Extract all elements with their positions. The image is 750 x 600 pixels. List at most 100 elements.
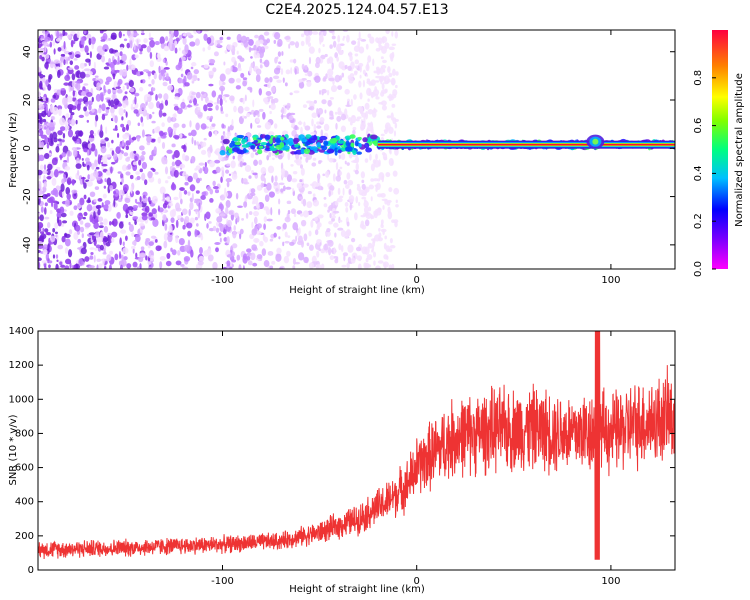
spectrogram-cell	[147, 171, 153, 179]
spectrogram-cell	[140, 44, 147, 49]
spectrogram-cell	[45, 63, 49, 70]
spectrogram-cell	[340, 245, 344, 253]
spectrogram-cell	[95, 244, 101, 249]
spectrogram-cell	[681, 143, 688, 148]
spectrogram-cell	[388, 46, 395, 51]
spectrogram-cell	[233, 225, 236, 232]
spectrogram-cell	[49, 210, 53, 215]
spectrogram-y-tick-label: -40	[22, 237, 33, 253]
spectrogram-cell	[104, 266, 107, 269]
spectrogram-cell	[45, 252, 50, 262]
spectrogram-cell	[260, 142, 268, 146]
spectrogram-cell	[82, 96, 89, 103]
spectrogram-cell	[246, 112, 251, 118]
spectrogram-cell	[161, 156, 168, 165]
spectrogram-x-axis-label: Height of straight line (km)	[289, 285, 425, 296]
spectrogram-cell	[190, 249, 194, 258]
spectrogram-cell	[57, 138, 62, 142]
spectrogram-cell	[158, 73, 163, 81]
spectrogram-cell	[75, 163, 82, 169]
spectrogram-y-tick-label: -20	[22, 188, 33, 204]
spectrogram-cell	[331, 62, 334, 70]
spectrogram-cell	[123, 256, 128, 261]
spectrogram-cell	[337, 43, 341, 51]
spectrogram-cell	[276, 79, 282, 83]
spectrogram-cell	[300, 33, 305, 38]
spectrogram-cell	[113, 198, 116, 208]
spectrogram-cell	[42, 118, 47, 123]
spectrogram-cell	[165, 260, 172, 267]
spectrogram-cell	[38, 140, 42, 148]
spectrogram-cell	[167, 205, 170, 209]
spectrogram-cell	[225, 206, 229, 215]
spectrogram-cell	[184, 181, 189, 186]
spectrogram-cell	[139, 145, 145, 151]
spectrogram-cell	[153, 72, 157, 80]
spectrogram-cell	[122, 184, 129, 192]
spectrogram-cell	[101, 55, 106, 63]
spectrogram-cell	[679, 143, 682, 148]
spectrogram-cell	[126, 42, 131, 49]
spectrogram-cell	[282, 241, 285, 247]
spectrogram-cell	[363, 200, 369, 208]
spectrogram-cell	[323, 243, 329, 251]
spectrogram-cell	[242, 265, 245, 269]
spectrogram-cell	[290, 208, 296, 215]
spectrogram-cell	[118, 250, 121, 260]
spectrogram-cell	[373, 178, 379, 182]
spectrogram-cell	[299, 164, 304, 169]
spectrogram-cell	[234, 141, 242, 146]
spectrogram-cell	[280, 137, 285, 141]
spectrogram-cell	[386, 201, 391, 206]
spectrogram-cell	[39, 231, 45, 234]
spectrogram-cell	[238, 116, 244, 125]
spectrogram-cell	[70, 39, 74, 48]
spectrogram-cell	[271, 175, 274, 183]
spectrogram-cell	[380, 64, 387, 69]
spectrogram-cell	[91, 96, 94, 103]
spectrogram-cell	[162, 74, 166, 82]
spectrogram-cell	[151, 208, 157, 215]
spectrogram-cell	[236, 254, 241, 261]
spectrogram-cell	[81, 233, 84, 239]
spectrogram-cell	[337, 34, 341, 43]
spectrogram-cell	[39, 214, 44, 222]
spectrogram-cell	[299, 179, 303, 183]
spectrogram-cell	[347, 256, 352, 264]
spectrogram-cell	[286, 102, 290, 111]
spectrogram-cell	[139, 168, 143, 173]
spectrogram-cell	[70, 114, 73, 120]
spectrogram-cell	[101, 114, 106, 121]
spectrogram-cell	[50, 98, 56, 103]
spectrogram-cell	[368, 184, 375, 190]
spectrogram-cell	[235, 78, 242, 83]
spectrogram-cell	[189, 41, 196, 47]
spectrogram-cell	[337, 227, 344, 231]
spectrogram-cell	[175, 64, 182, 71]
spectrogram-cell	[186, 104, 193, 108]
spectrogram-cell	[312, 193, 316, 198]
spectrogram-cell	[63, 82, 69, 86]
spectrogram-cell	[337, 149, 342, 154]
spectrogram-cell	[55, 234, 58, 238]
spectrogram-cell	[59, 126, 66, 132]
spectrogram-cell	[222, 138, 230, 145]
spectrogram-cell	[251, 244, 258, 251]
spectrogram-cell	[388, 157, 394, 167]
spectrogram-cell	[680, 140, 686, 144]
spectrogram-cell	[187, 175, 193, 183]
spectrogram-cell	[381, 45, 387, 54]
spectrogram-cell	[128, 221, 131, 226]
spectrogram-cell	[340, 113, 347, 121]
spectrogram-cell	[389, 150, 392, 155]
spectrogram-cell	[125, 209, 131, 214]
spectrogram-cell	[199, 247, 203, 255]
spectrogram-cell	[361, 196, 367, 200]
spectrogram-cell	[255, 68, 262, 75]
spectrogram-cell	[180, 67, 183, 72]
spectrogram-cell	[159, 102, 164, 110]
spectrogram-cell	[347, 179, 354, 186]
spectrogram-cell	[171, 161, 176, 167]
spectrogram-cell	[258, 108, 264, 112]
spectrogram-cell	[141, 161, 148, 170]
